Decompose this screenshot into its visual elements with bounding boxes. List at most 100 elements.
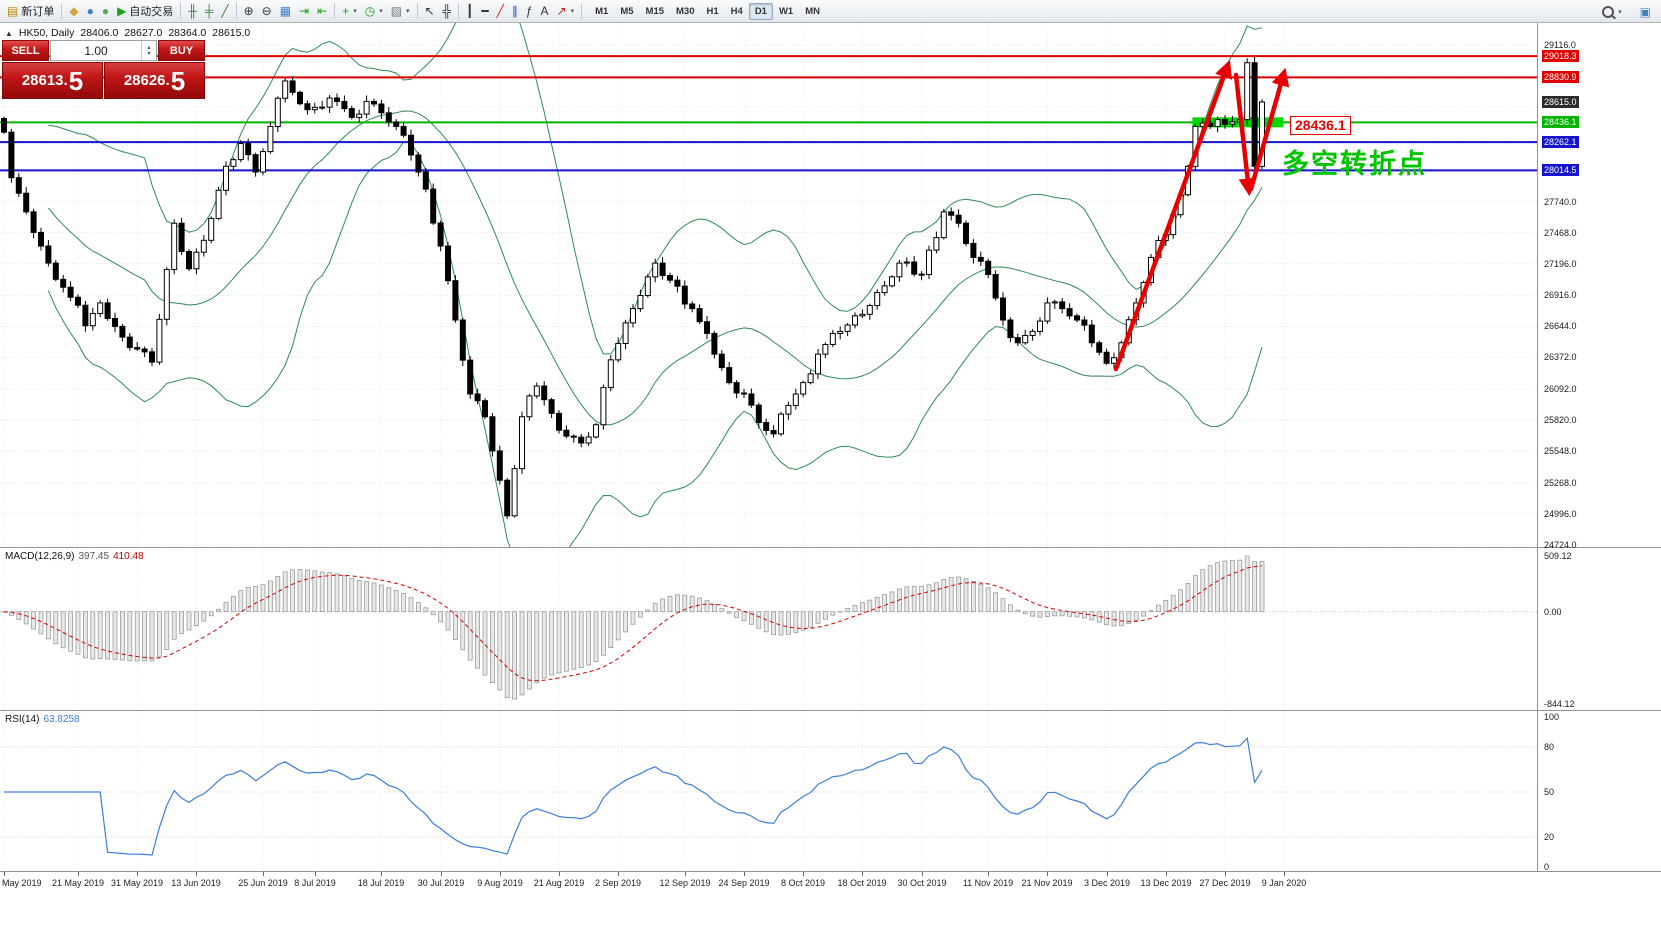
fibonacci-button[interactable]: ƒ (522, 2, 537, 21)
timeframe-m30[interactable]: M30 (676, 5, 695, 17)
time-tick (315, 872, 316, 876)
timeframe-w1[interactable]: W1 (778, 5, 794, 17)
period-selector-button[interactable]: ◷ ▾ (361, 2, 387, 21)
new-order-label: 新订单 (21, 6, 55, 18)
chart-line-button[interactable]: ╱ (217, 2, 232, 21)
timeframe-m1[interactable]: M1 (595, 5, 609, 17)
metaeditor-button[interactable]: ◆ (65, 2, 82, 21)
chart-shift-button[interactable]: ⇤ (313, 2, 331, 21)
timeframe-m15[interactable]: M15 (645, 5, 665, 17)
equidistant-channel-button[interactable]: ∥ (508, 2, 522, 21)
timeframe-mn[interactable]: MN (805, 5, 820, 17)
turning-point-annotation[interactable]: 多空转折点 (1282, 149, 1427, 179)
time-tick (441, 872, 442, 876)
template-caret-icon: ▾ (406, 8, 410, 15)
rsi-pane[interactable] (0, 711, 1537, 871)
chart-bars-button[interactable]: ╫ (184, 2, 201, 21)
sell-price-big: 5 (68, 65, 84, 96)
crosshair-icon: ╬ (442, 4, 452, 18)
price-scale-label: 29018.3 (1542, 50, 1579, 62)
price-scale-label: 28436.1 (1542, 116, 1579, 128)
time-tick (618, 872, 619, 876)
toolbar: ▤ 新订单 ◆ ● ● ▶ 自动交易 ╫ ╪ ╱ ⊕ ⊖ ▦ ⇥ ⇤ + ▾ ◷ ▾ ▧ ▾ ↖ ╬ ┃ ━ ╱ ∥ ƒ A ↗ ▾ M1 M… (0, 0, 1661, 23)
new-order-icon: ▤ (7, 4, 19, 18)
chart-candles-button[interactable]: ╪ (201, 2, 218, 21)
timeframe-h4[interactable]: H4 (730, 5, 743, 17)
zoom-in-button[interactable]: ⊕ (240, 2, 258, 21)
vertical-line-button[interactable]: ┃ (462, 2, 477, 21)
window-menu-button[interactable]: ▣ (1636, 2, 1655, 21)
chart-title-bar: ▲ HK50, Daily 28406.0 28627.0 28364.0 28… (5, 27, 250, 39)
sell-price-panel[interactable]: 28613. 5 (2, 62, 103, 99)
timeframe-m5[interactable]: M5 (620, 5, 634, 17)
pane-separator-macd[interactable] (0, 547, 1661, 548)
template-button[interactable]: ▧ ▾ (387, 2, 414, 21)
collapse-one-click-icon[interactable]: ▲ (5, 28, 13, 38)
time-axis-label: 30 Jul 2019 (417, 878, 465, 888)
trendline-icon: ╱ (496, 4, 504, 18)
autotrading-label: 自动交易 (129, 6, 174, 18)
equidistant-channel-icon: ∥ (511, 4, 518, 18)
toolbar-items: ▤ 新订单 ◆ ● ● ▶ 自动交易 ╫ ╪ ╱ ⊕ ⊖ ▦ ⇥ ⇤ + ▾ ◷ ▾ ▧ ▾ ↖ ╬ ┃ ━ ╱ ∥ ƒ A ↗ ▾ (3, 0, 585, 22)
volume-down-icon[interactable]: ▼ (146, 50, 152, 57)
trend-arrows[interactable] (1113, 59, 1290, 372)
search-caret-icon: ▾ (1618, 8, 1622, 16)
navigator-button[interactable]: ● (83, 2, 98, 21)
time-axis-label: 30 Oct 2019 (897, 878, 947, 888)
price-scale-border (1537, 23, 1538, 871)
sell-button[interactable]: SELL (2, 40, 49, 61)
add-indicator-button[interactable]: + ▾ (338, 2, 361, 21)
timeframe-h1[interactable]: H1 (706, 5, 719, 17)
crosshair-button[interactable]: ╬ (439, 2, 456, 21)
ohlc-low: 28364.0 (168, 27, 207, 39)
price-scale-label: 27196.0 (1544, 259, 1577, 269)
price-scale-label: 24724.0 (1544, 540, 1577, 550)
time-tick (803, 872, 804, 876)
pane-separator-rsi[interactable] (0, 710, 1661, 711)
price-scale[interactable]: 29116.0 29018.3 28830.9 28615.0 28436.1 28262… (1538, 23, 1661, 872)
time-tick (988, 872, 989, 876)
cursor-button[interactable]: ↖ (421, 2, 439, 21)
price-scale-label: 26372.0 (1544, 352, 1577, 362)
main-chart-pane[interactable] (0, 23, 1537, 547)
macd-name: MACD(12,26,9) (5, 551, 75, 562)
arrow-objects-button[interactable]: ↗ ▾ (553, 2, 579, 21)
buy-price-base: 28626. (123, 72, 170, 89)
tile-windows-button[interactable]: ▦ (276, 2, 295, 21)
toolbar-separator (581, 3, 583, 19)
volume-up-icon[interactable]: ▲ (146, 44, 152, 51)
fibonacci-icon: ƒ (525, 4, 533, 18)
horizontal-line-button[interactable]: ━ (477, 2, 492, 21)
time-axis-label: May 2019 (2, 878, 42, 888)
price-callout[interactable]: 28436.1 (1290, 116, 1351, 135)
timeframe-d1[interactable]: D1 (748, 2, 773, 20)
auto-scroll-button[interactable]: ⇥ (295, 2, 313, 21)
time-tick (4, 872, 5, 876)
time-axis-label: 2 Sep 2019 (594, 878, 642, 888)
buy-button[interactable]: BUY (158, 40, 205, 61)
time-axis-label: 11 Nov 2019 (962, 878, 1014, 888)
price-scale-label: 26644.0 (1544, 321, 1577, 331)
volume-stepper[interactable]: ▲ ▼ (141, 41, 156, 60)
time-axis-label: 27 Dec 2019 (1199, 878, 1251, 888)
buy-price-panel[interactable]: 28626. 5 (104, 62, 205, 99)
new-order-button[interactable]: ▤ 新订单 (3, 2, 58, 21)
autotrading-button[interactable]: ▶ 自动交易 (113, 2, 177, 21)
time-tick (500, 872, 501, 876)
time-axis[interactable]: May 2019 21 May 2019 31 May 2019 13 Jun 201… (0, 872, 1661, 894)
price-scale-label: 26916.0 (1544, 290, 1577, 300)
macd-pane[interactable] (0, 548, 1537, 710)
price-scale-label: 28830.9 (1542, 71, 1579, 83)
price-scale-label: 27468.0 (1544, 228, 1577, 238)
symbol-search-button[interactable]: ▾ (1598, 2, 1626, 21)
text-label-button[interactable]: A (537, 2, 553, 21)
trendline-button[interactable]: ╱ (493, 2, 508, 21)
volume-input[interactable]: 1.00 ▲ ▼ (50, 40, 157, 61)
time-axis-label: 25 Jun 2019 (238, 878, 288, 888)
terminal-button[interactable]: ● (98, 2, 113, 21)
cursor-icon: ↖ (424, 4, 435, 18)
time-axis-label: 24 Sep 2019 (718, 878, 770, 888)
toolbar-separator (416, 3, 418, 19)
zoom-out-button[interactable]: ⊖ (258, 2, 276, 21)
